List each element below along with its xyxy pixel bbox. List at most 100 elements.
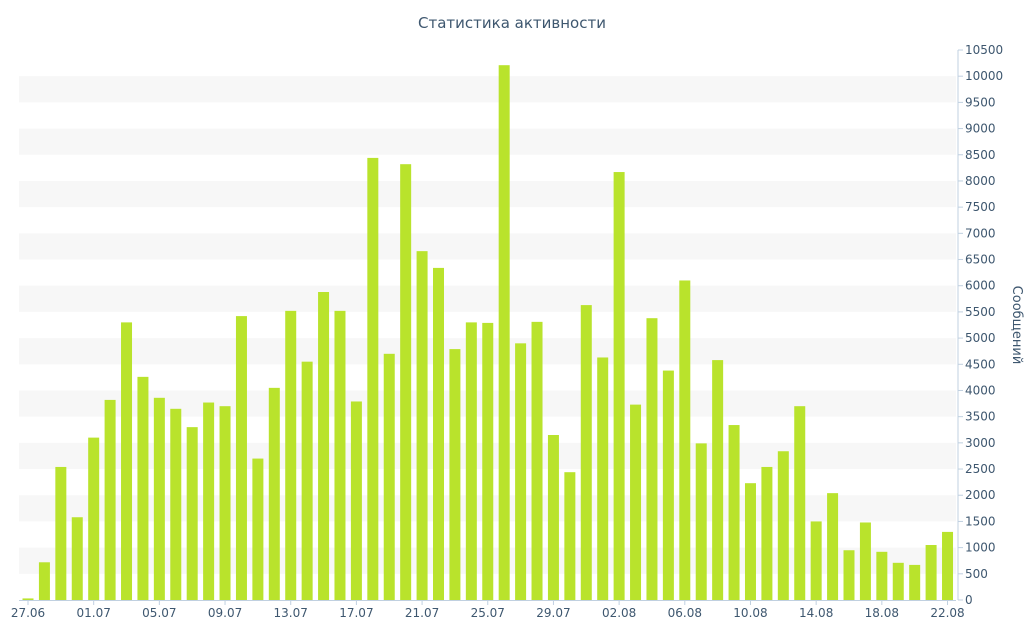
y-tick-label: 4000	[965, 383, 996, 397]
bar-19.07[interactable]	[383, 353, 395, 600]
bar-27.06[interactable]	[22, 598, 34, 600]
bar-28.07[interactable]	[531, 321, 543, 600]
y-tick-label: 2000	[965, 488, 996, 502]
bar-28.06[interactable]	[38, 562, 50, 600]
bar-series	[22, 65, 954, 601]
bar-30.06[interactable]	[71, 517, 83, 600]
bar-23.07[interactable]	[449, 349, 461, 600]
bar-10.08[interactable]	[744, 483, 756, 600]
x-tick-label: 21.07	[405, 606, 439, 620]
y-tick-label: 1500	[965, 514, 996, 528]
chart-title: Статистика активности	[418, 14, 606, 32]
bar-05.07[interactable]	[153, 397, 165, 600]
bar-17.08[interactable]	[859, 522, 871, 600]
bar-13.07[interactable]	[285, 310, 297, 600]
grid-band	[19, 285, 956, 312]
x-axis: 27.06 01.07 05.07 09.07 13.07 17.07 21.07 25.07…	[11, 600, 965, 620]
x-tick-label: 17.07	[339, 606, 373, 620]
bar-13.08[interactable]	[794, 406, 806, 600]
bar-09.07[interactable]	[219, 406, 231, 600]
bar-16.07[interactable]	[334, 310, 346, 600]
grid-band	[19, 233, 956, 260]
x-tick-label: 27.06	[11, 606, 45, 620]
bar-14.08[interactable]	[810, 521, 822, 600]
bar-25.07[interactable]	[482, 322, 494, 600]
x-tick-label: 02.08	[602, 606, 636, 620]
bar-18.07[interactable]	[367, 157, 379, 600]
bar-19.08[interactable]	[892, 562, 904, 600]
bar-26.07[interactable]	[498, 65, 510, 600]
x-tick-label: 10.08	[733, 606, 767, 620]
y-tick-label: 10000	[965, 69, 1003, 83]
bar-06.07[interactable]	[170, 408, 182, 600]
y-axis: 0 500 1000 1500 2000 2500 3000 3500 4000 4500 5000…	[957, 43, 1003, 607]
y-tick-label: 6000	[965, 279, 996, 293]
bar-11.07[interactable]	[252, 458, 264, 600]
bar-01.07[interactable]	[88, 437, 100, 600]
bar-31.07[interactable]	[580, 305, 592, 600]
y-tick-label: 9500	[965, 95, 996, 109]
bar-06.08[interactable]	[679, 280, 691, 600]
bar-21.08[interactable]	[925, 545, 937, 600]
bar-03.08[interactable]	[630, 404, 642, 600]
bar-12.07[interactable]	[268, 387, 280, 600]
y-tick-label: 500	[965, 567, 988, 581]
y-tick-label: 8500	[965, 148, 996, 162]
bar-21.07[interactable]	[416, 251, 428, 600]
y-tick-label: 7000	[965, 226, 996, 240]
y-axis-label: Сообщений	[1009, 286, 1024, 365]
bar-10.07[interactable]	[235, 316, 247, 600]
bar-02.08[interactable]	[613, 172, 625, 601]
x-tick-label: 25.07	[471, 606, 505, 620]
y-tick-label: 1000	[965, 541, 996, 555]
y-tick-label: 10500	[965, 43, 1003, 57]
bar-12.08[interactable]	[777, 451, 789, 600]
bar-09.08[interactable]	[728, 425, 740, 600]
bar-27.07[interactable]	[515, 343, 527, 600]
bar-22.07[interactable]	[433, 267, 444, 600]
y-tick-label: 3500	[965, 410, 996, 424]
bar-04.07[interactable]	[137, 376, 149, 600]
bar-18.08[interactable]	[876, 551, 888, 600]
bar-11.08[interactable]	[761, 466, 773, 600]
bar-15.08[interactable]	[827, 493, 839, 600]
bar-07.07[interactable]	[186, 427, 198, 600]
bar-22.08[interactable]	[942, 531, 954, 600]
bar-08.08[interactable]	[712, 360, 724, 600]
y-tick-label: 2500	[965, 462, 996, 476]
bar-17.07[interactable]	[350, 401, 362, 600]
grid-band	[19, 128, 956, 155]
y-tick-label: 4500	[965, 357, 996, 371]
x-tick-label: 06.08	[668, 606, 702, 620]
bar-07.08[interactable]	[695, 443, 707, 600]
bar-05.08[interactable]	[662, 370, 674, 600]
bar-08.07[interactable]	[203, 402, 215, 600]
y-tick-label: 5500	[965, 305, 996, 319]
bar-29.07[interactable]	[547, 435, 559, 600]
bar-29.06[interactable]	[55, 466, 67, 600]
x-tick-label: 18.08	[865, 606, 899, 620]
bar-04.08[interactable]	[646, 318, 658, 600]
bar-24.07[interactable]	[465, 322, 477, 600]
x-tick-label: 22.08	[930, 606, 964, 620]
bar-16.08[interactable]	[843, 550, 855, 600]
bar-20.07[interactable]	[400, 164, 412, 600]
bar-20.08[interactable]	[909, 564, 921, 600]
bar-15.07[interactable]	[318, 292, 330, 600]
x-tick-label: 29.07	[536, 606, 570, 620]
x-tick-label: 13.07	[274, 606, 308, 620]
grid-band	[19, 76, 956, 103]
y-tick-label: 7500	[965, 200, 996, 214]
bar-02.07[interactable]	[104, 399, 116, 600]
x-tick-label: 05.07	[142, 606, 176, 620]
x-tick-label: 01.07	[77, 606, 111, 620]
grid-band	[19, 180, 956, 208]
bar-01.08[interactable]	[597, 357, 609, 600]
y-tick-label: 6500	[965, 253, 996, 267]
y-tick-label: 9000	[965, 122, 996, 136]
x-tick-label: 14.08	[799, 606, 833, 620]
bar-14.07[interactable]	[301, 361, 313, 600]
bar-30.07[interactable]	[564, 472, 576, 600]
bar-03.07[interactable]	[121, 322, 133, 600]
